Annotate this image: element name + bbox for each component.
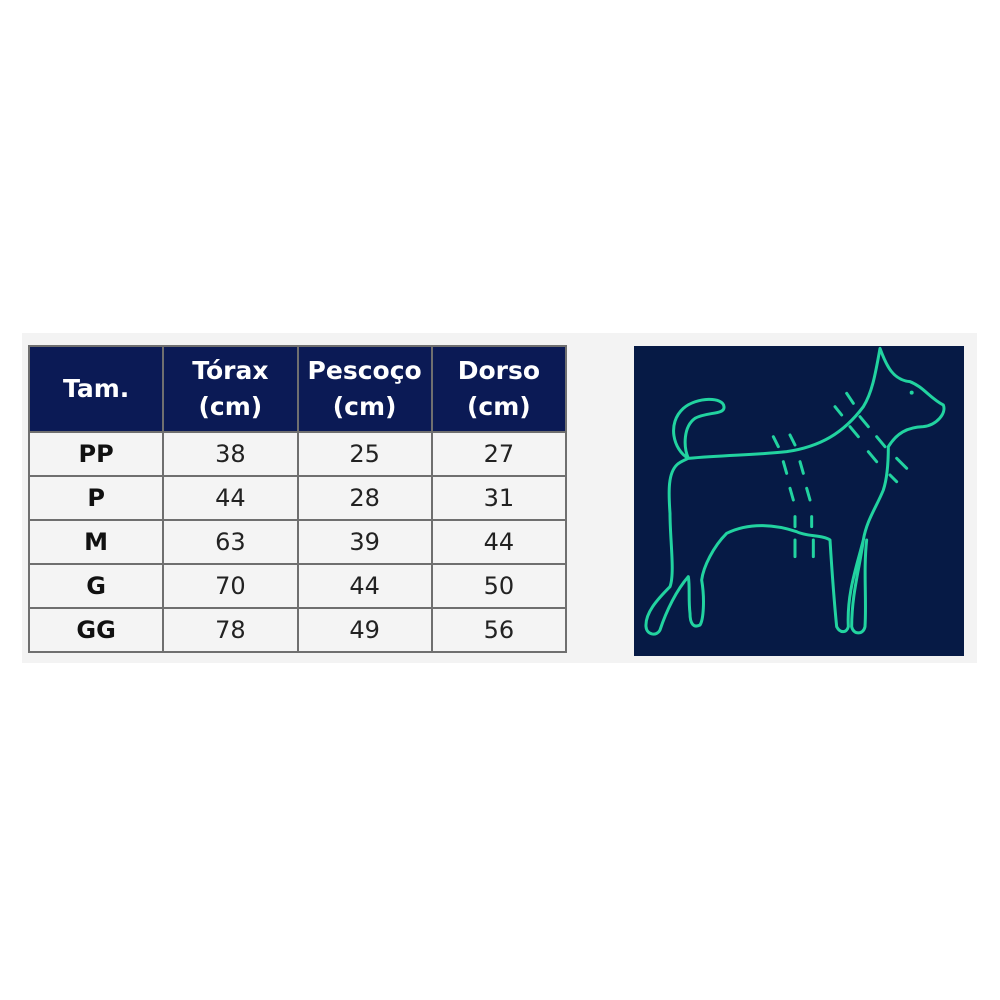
size-table: Tam. Tórax (cm) Pescoço (cm) Dorso (cm) PP 3…: [27, 345, 568, 653]
dog-collar-marks: [833, 391, 909, 484]
header-unit: (cm): [332, 392, 397, 421]
header-label: Tórax: [192, 356, 269, 385]
header-label: Tam.: [63, 374, 130, 403]
cell-chest: 70: [162, 563, 299, 609]
dog-eye: [909, 390, 914, 395]
dog-measurement-illustration: [634, 346, 964, 656]
cell-back: 50: [430, 563, 568, 609]
cell-back: 44: [430, 519, 568, 565]
cell-neck: 28: [296, 475, 433, 521]
dog-outline: [644, 346, 946, 636]
header-size: Tam.: [27, 345, 165, 433]
header-neck: Pescoço (cm): [296, 345, 433, 433]
table-row: G 70 44 50: [27, 563, 568, 609]
header-unit: (cm): [198, 392, 263, 421]
table-row: M 63 39 44: [27, 519, 568, 565]
cell-chest: 44: [162, 475, 299, 521]
cell-chest: 38: [162, 431, 299, 477]
cell-size: PP: [27, 431, 165, 477]
cell-back: 31: [430, 475, 568, 521]
header-chest: Tórax (cm): [162, 345, 299, 433]
cell-neck: 39: [296, 519, 433, 565]
cell-neck: 25: [296, 431, 433, 477]
header-unit: (cm): [467, 392, 531, 421]
header-back: Dorso (cm): [430, 345, 568, 433]
header-label: Dorso: [457, 356, 541, 385]
cell-size: G: [27, 563, 165, 609]
cell-size: GG: [27, 607, 165, 653]
cell-neck: 49: [296, 607, 433, 653]
cell-size: P: [27, 475, 165, 521]
cell-chest: 78: [162, 607, 299, 653]
table-row: GG 78 49 56: [27, 607, 568, 653]
cell-chest: 63: [162, 519, 299, 565]
cell-back: 27: [430, 431, 568, 477]
header-row: Tam. Tórax (cm) Pescoço (cm) Dorso (cm): [27, 345, 568, 433]
dog-measurement-icon: [644, 346, 946, 636]
dog-chest-marks: [771, 433, 815, 559]
cell-neck: 44: [296, 563, 433, 609]
cell-back: 56: [430, 607, 568, 653]
table-row: PP 38 25 27: [27, 431, 568, 477]
header-label: Pescoço: [307, 356, 422, 385]
cell-size: M: [27, 519, 165, 565]
table-row: P 44 28 31: [27, 475, 568, 521]
